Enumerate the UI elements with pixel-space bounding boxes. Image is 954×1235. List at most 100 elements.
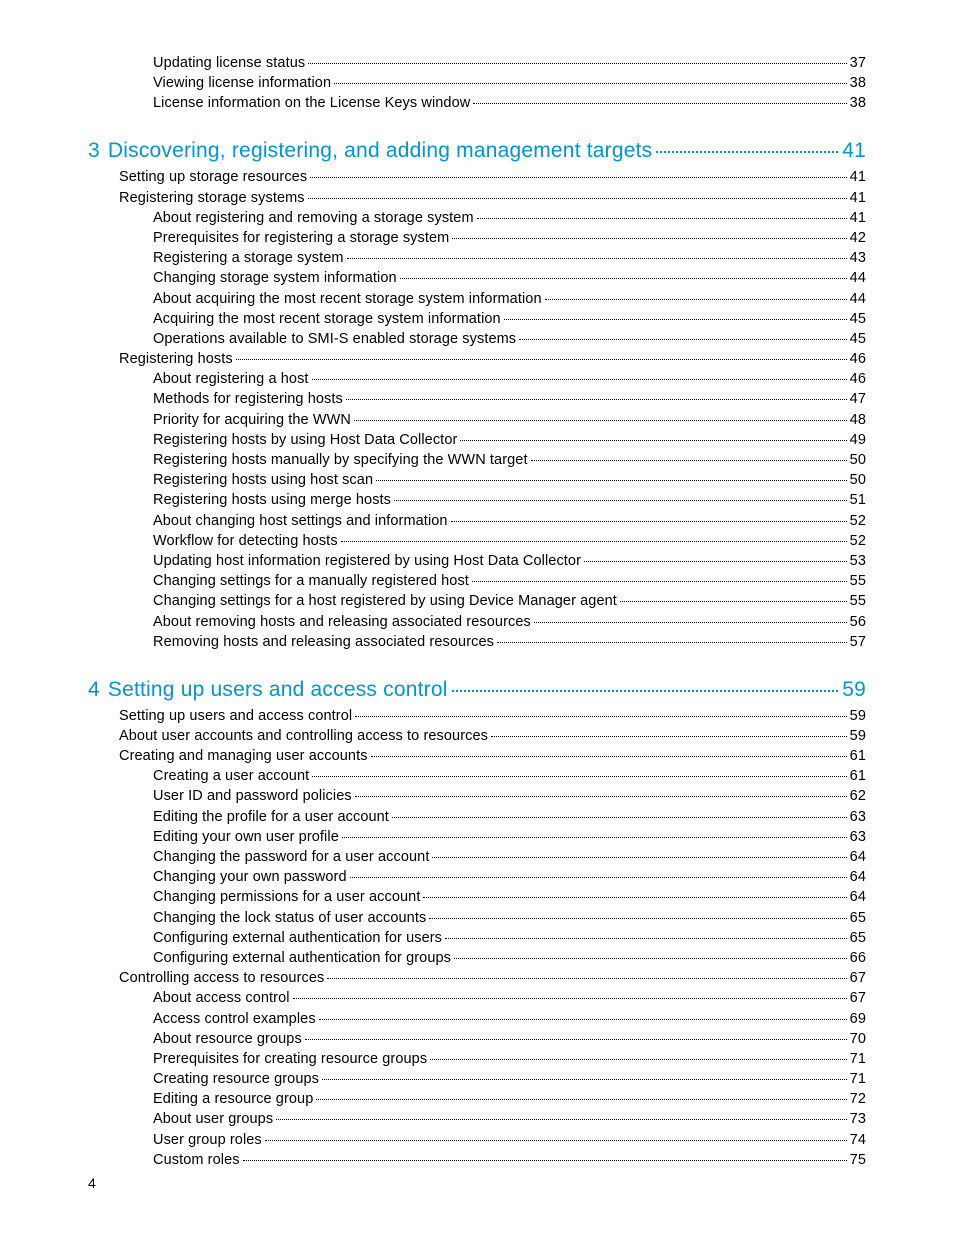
toc-entry[interactable]: About removing hosts and releasing assoc… <box>88 614 866 630</box>
toc-entry[interactable]: Acquiring the most recent storage system… <box>88 311 866 327</box>
toc-entry[interactable]: About resource groups70 <box>88 1031 866 1047</box>
toc-entry[interactable]: Editing the profile for a user account63 <box>88 809 866 825</box>
toc-entry[interactable]: Configuring external authentication for … <box>88 930 866 946</box>
toc-container: Updating license status37 Viewing license… <box>88 55 866 1168</box>
leader-dots <box>319 1019 847 1020</box>
toc-entry[interactable]: Editing a resource group72 <box>88 1091 866 1107</box>
chapter-title: Setting up users and access control <box>108 678 448 702</box>
leader-dots <box>316 1099 846 1100</box>
toc-entry-label: About acquiring the most recent storage … <box>153 291 542 307</box>
toc-entry-page: 52 <box>850 513 866 529</box>
toc-entry[interactable]: Changing permissions for a user account6… <box>88 889 866 905</box>
leader-dots <box>308 63 846 64</box>
toc-entry[interactable]: Registering hosts by using Host Data Col… <box>88 432 866 448</box>
toc-entry-label: Configuring external authentication for … <box>153 930 442 946</box>
toc-entry-label: Operations available to SMI-S enabled st… <box>153 331 516 347</box>
toc-entry-page: 42 <box>850 230 866 246</box>
chapter-title: Discovering, registering, and adding man… <box>108 139 652 163</box>
toc-entry[interactable]: About user groups73 <box>88 1111 866 1127</box>
toc-entry[interactable]: Creating and managing user accounts61 <box>88 748 866 764</box>
toc-entry[interactable]: Changing storage system information44 <box>88 270 866 286</box>
leader-dots <box>322 1079 847 1080</box>
toc-entry[interactable]: Registering storage systems41 <box>88 190 866 206</box>
toc-entry-page: 69 <box>850 1011 866 1027</box>
leader-dots <box>423 897 846 898</box>
toc-entry-label: Priority for acquiring the WWN <box>153 412 351 428</box>
toc-entry[interactable]: Updating license status37 <box>88 55 866 71</box>
toc-entry[interactable]: Changing the lock status of user account… <box>88 910 866 926</box>
toc-entry-page: 74 <box>850 1132 866 1148</box>
toc-entry[interactable]: Operations available to SMI-S enabled st… <box>88 331 866 347</box>
toc-entry-label: Removing hosts and releasing associated … <box>153 634 494 650</box>
toc-entry[interactable]: About registering a host46 <box>88 371 866 387</box>
chapter-page: 59 <box>842 678 866 702</box>
toc-entry-label: Registering hosts manually by specifying… <box>153 452 528 468</box>
toc-entry-page: 63 <box>850 809 866 825</box>
toc-entry-label: About changing host settings and informa… <box>153 513 448 529</box>
toc-entry-page: 61 <box>850 748 866 764</box>
toc-entry[interactable]: Setting up storage resources41 <box>88 169 866 185</box>
toc-entry[interactable]: Viewing license information38 <box>88 75 866 91</box>
leader-dots <box>342 837 847 838</box>
toc-entry[interactable]: Prerequisites for registering a storage … <box>88 230 866 246</box>
toc-entry-page: 44 <box>850 270 866 286</box>
toc-entry[interactable]: Controlling access to resources67 <box>88 970 866 986</box>
leader-dots <box>534 622 847 623</box>
toc-entry-page: 53 <box>850 553 866 569</box>
toc-entry[interactable]: Changing settings for a manually registe… <box>88 573 866 589</box>
toc-entry[interactable]: About changing host settings and informa… <box>88 513 866 529</box>
toc-entry-label: About user groups <box>153 1111 273 1127</box>
toc-entry[interactable]: Prerequisites for creating resource grou… <box>88 1051 866 1067</box>
toc-entry[interactable]: About access control67 <box>88 990 866 1006</box>
toc-entry[interactable]: Editing your own user profile63 <box>88 829 866 845</box>
toc-entry-label: Configuring external authentication for … <box>153 950 451 966</box>
toc-entry[interactable]: License information on the License Keys … <box>88 95 866 111</box>
toc-entry-label: User group roles <box>153 1132 262 1148</box>
toc-entry-page: 59 <box>850 728 866 744</box>
toc-entry[interactable]: Custom roles75 <box>88 1152 866 1168</box>
chapter-heading[interactable]: 3Discovering, registering, and adding ma… <box>88 139 866 163</box>
toc-entry-page: 38 <box>850 75 866 91</box>
toc-entry[interactable]: User ID and password policies62 <box>88 788 866 804</box>
leader-dots <box>312 379 847 380</box>
toc-entry-page: 41 <box>850 190 866 206</box>
toc-entry-page: 57 <box>850 634 866 650</box>
toc-entry[interactable]: User group roles 74 <box>88 1132 866 1148</box>
toc-entry[interactable]: Changing the password for a user account… <box>88 849 866 865</box>
toc-entry[interactable]: Changing your own password64 <box>88 869 866 885</box>
toc-entry[interactable]: About acquiring the most recent storage … <box>88 291 866 307</box>
toc-entry[interactable]: Registering a storage system43 <box>88 250 866 266</box>
toc-entry[interactable]: Registering hosts using merge hosts51 <box>88 492 866 508</box>
toc-entry[interactable]: Changing settings for a host registered … <box>88 593 866 609</box>
toc-entry[interactable]: Creating resource groups71 <box>88 1071 866 1087</box>
toc-entry[interactable]: About user accounts and controlling acce… <box>88 728 866 744</box>
toc-entry[interactable]: Methods for registering hosts47 <box>88 391 866 407</box>
toc-entry-page: 55 <box>850 593 866 609</box>
toc-entry[interactable]: Updating host information registered by … <box>88 553 866 569</box>
toc-entry-page: 41 <box>850 210 866 226</box>
toc-entry[interactable]: Configuring external authentication for … <box>88 950 866 966</box>
leader-dots <box>460 440 846 441</box>
toc-entry[interactable]: Removing hosts and releasing associated … <box>88 634 866 650</box>
toc-entry[interactable]: Setting up users and access control59 <box>88 708 866 724</box>
chapter-heading[interactable]: 4Setting up users and access control59 <box>88 678 866 702</box>
toc-entry-label: Custom roles <box>153 1152 240 1168</box>
toc-entry-label: Methods for registering hosts <box>153 391 343 407</box>
toc-entry-page: 64 <box>850 849 866 865</box>
page-number: 4 <box>88 1175 96 1191</box>
leader-dots <box>310 177 846 178</box>
leader-dots <box>376 480 847 481</box>
toc-entry-page: 59 <box>850 708 866 724</box>
toc-entry[interactable]: Registering hosts manually by specifying… <box>88 452 866 468</box>
toc-entry[interactable]: Access control examples69 <box>88 1011 866 1027</box>
toc-entry-page: 52 <box>850 533 866 549</box>
toc-entry-page: 49 <box>850 432 866 448</box>
toc-entry[interactable]: Workflow for detecting hosts52 <box>88 533 866 549</box>
toc-entry[interactable]: Creating a user account61 <box>88 768 866 784</box>
leader-dots <box>354 420 847 421</box>
toc-entry[interactable]: About registering and removing a storage… <box>88 210 866 226</box>
toc-entry[interactable]: Registering hosts using host scan50 <box>88 472 866 488</box>
toc-entry[interactable]: Priority for acquiring the WWN48 <box>88 412 866 428</box>
toc-entry[interactable]: Registering hosts46 <box>88 351 866 367</box>
leader-dots <box>347 258 847 259</box>
